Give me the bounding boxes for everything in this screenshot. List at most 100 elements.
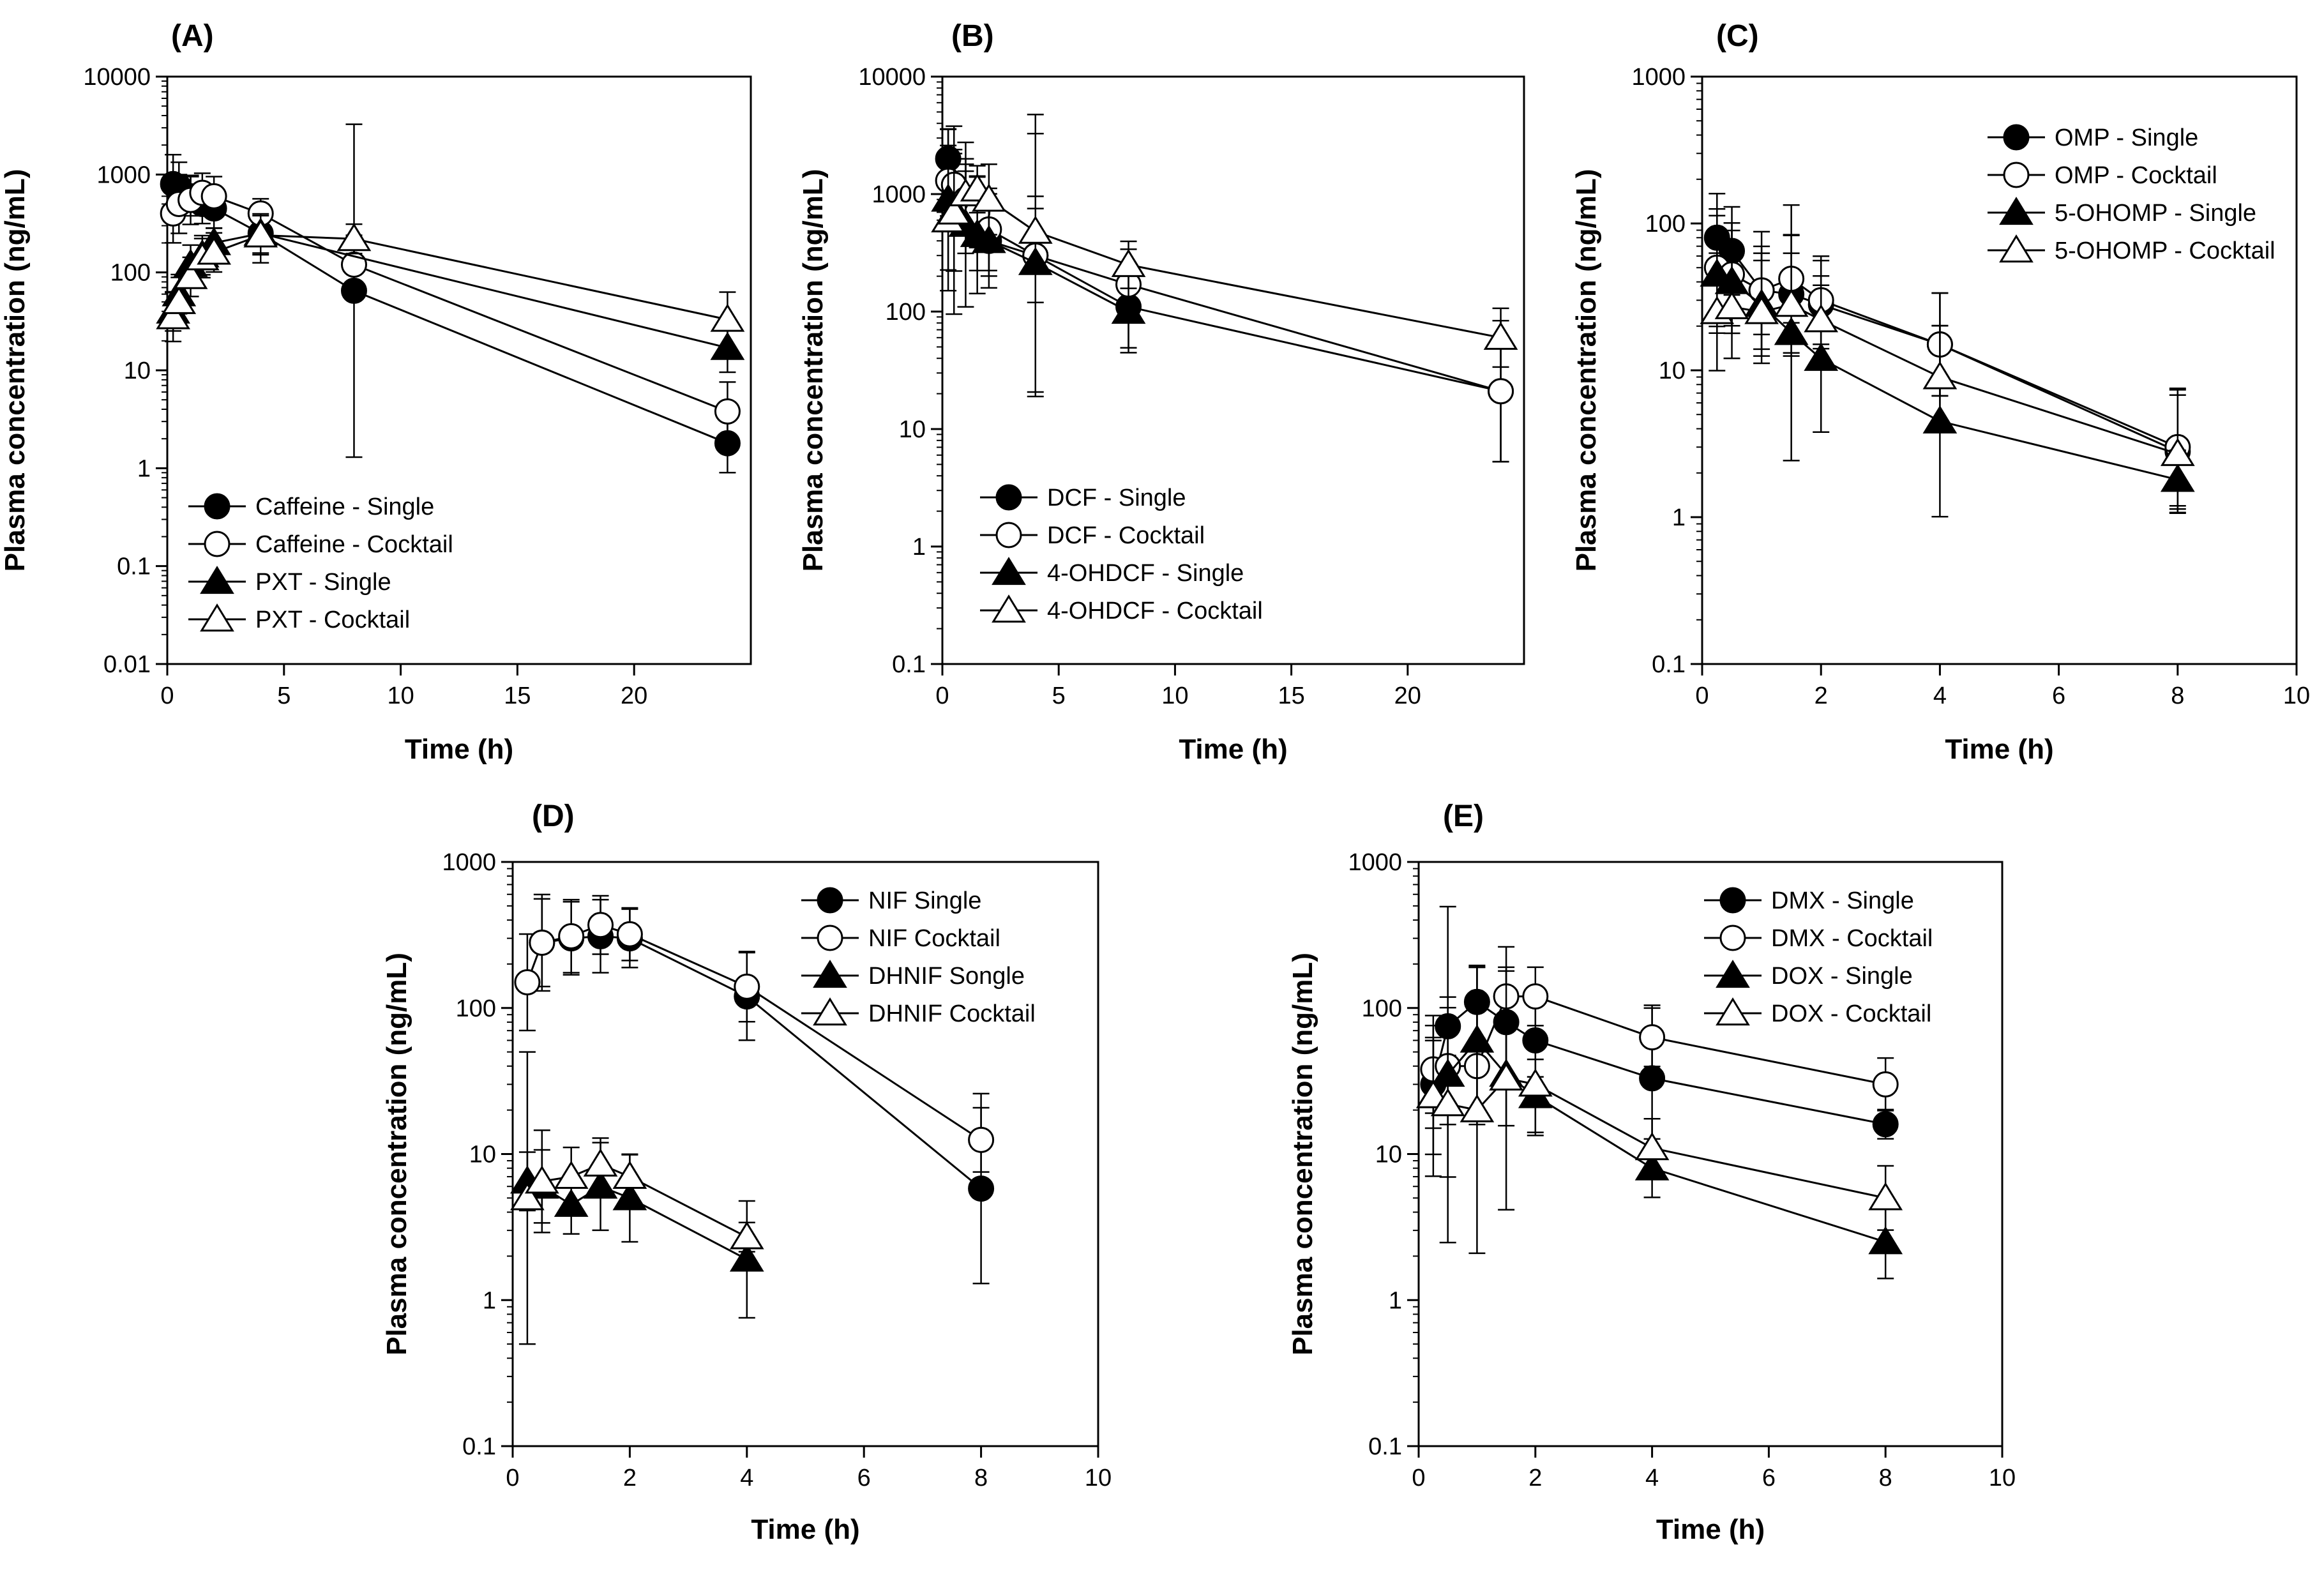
data-point	[972, 225, 1006, 253]
y-tick-label: 10	[469, 1142, 496, 1168]
data-point	[156, 301, 191, 329]
data-point	[1804, 304, 1839, 333]
plot-frame	[941, 75, 1525, 665]
data-point	[968, 1126, 995, 1153]
y-tick-label: 10	[124, 358, 151, 384]
data-point	[1639, 1065, 1666, 1092]
y-tick-label: 10000	[858, 64, 926, 91]
y-axis-title: Plasma concentration (ng/mL)	[381, 953, 412, 1355]
legend-marker	[1716, 960, 1750, 988]
x-tick-label: 0	[1695, 683, 1709, 709]
data-point	[200, 183, 227, 209]
data-point	[558, 923, 585, 949]
x-tick-label: 8	[974, 1465, 988, 1491]
y-tick-label: 100	[456, 995, 496, 1022]
y-tick-label: 100	[1645, 211, 1686, 238]
data-point	[2160, 437, 2195, 466]
x-tick-label: 0	[1412, 1465, 1425, 1491]
data-point	[1489, 1062, 1523, 1091]
data-point	[734, 973, 760, 1000]
y-tick-label: 1	[1389, 1287, 1402, 1314]
panel-label: (E)	[1443, 799, 1484, 833]
data-point	[197, 236, 231, 265]
x-tick-label: 0	[506, 1465, 519, 1491]
legend: DMX - Single DMX - Cocktail DOX - Single DO…	[1704, 887, 1933, 1027]
series-1	[160, 172, 741, 442]
data-point	[583, 1148, 618, 1177]
legend-label: PXT - Single	[255, 569, 391, 596]
data-point	[514, 969, 541, 995]
data-point	[937, 196, 972, 225]
x-tick-label: 15	[504, 683, 531, 709]
legend-label: Caffeine - Cocktail	[255, 531, 453, 558]
data-point	[1868, 1182, 1903, 1211]
panel-c: 0.1 1 10 100 1000 0 2 4 6 8 10 Time (h) Plasma conce…	[1571, 19, 2310, 765]
legend-marker	[2003, 162, 2030, 188]
series-3	[1700, 252, 2195, 514]
x-tick-label: 6	[1762, 1465, 1776, 1491]
legend-marker	[200, 566, 234, 594]
data-point	[1744, 296, 1779, 324]
y-axis-title: Plasma concentration (ng/mL)	[1287, 953, 1318, 1355]
y-tick-label: 1	[912, 534, 926, 561]
y-tick-label: 1000	[871, 181, 926, 208]
legend-marker	[995, 522, 1022, 548]
x-axis-title: Time (h)	[405, 734, 513, 765]
x-axis-title: Time (h)	[1945, 734, 2053, 765]
legend-label: PXT - Cocktail	[255, 607, 410, 633]
x-axis-title: Time (h)	[1656, 1514, 1765, 1545]
x-tick-label: 4	[1933, 683, 1947, 709]
data-point	[510, 1182, 545, 1211]
data-point	[1872, 1111, 1899, 1138]
legend-label: DCF - Cocktail	[1047, 522, 1205, 549]
y-axis-title: Plasma concentration (ng/mL)	[797, 169, 829, 572]
data-point	[1714, 291, 1749, 319]
y-tick-label: 1000	[1348, 849, 1402, 876]
data-point	[1868, 1226, 1903, 1255]
series-1	[514, 893, 995, 1173]
y-tick-label: 100	[110, 260, 151, 287]
data-point	[1634, 1132, 1670, 1161]
legend-marker	[2003, 124, 2030, 151]
data-point	[612, 1161, 647, 1189]
x-tick-label: 20	[1394, 683, 1421, 709]
panel-label: (D)	[532, 799, 575, 833]
legend-marker	[995, 484, 1022, 511]
legend-label: OMP - Single	[2055, 125, 2198, 151]
x-tick-label: 0	[935, 683, 949, 709]
y-tick-label: 0.1	[462, 1433, 496, 1460]
legend-marker	[1719, 887, 1746, 914]
data-point	[616, 921, 643, 947]
legend-label: NIF Single	[868, 887, 981, 914]
data-point	[554, 1161, 589, 1189]
legend-marker	[204, 493, 230, 520]
data-point	[1774, 289, 1809, 317]
y-tick-label: 0.01	[103, 651, 151, 678]
y-axis-title: Plasma concentration (ng/mL)	[0, 169, 31, 572]
legend-label: DOX - Cocktail	[1771, 1000, 1931, 1027]
data-point	[1111, 296, 1146, 324]
data-point	[968, 1175, 995, 1202]
panel-b: 0.1 1 10 100 1000 10000 0 5 10 15 20 Time (h) Plasma…	[797, 19, 1525, 765]
y-tick-label: 100	[886, 299, 926, 326]
series-3	[510, 1051, 764, 1345]
y-tick-label: 10	[899, 416, 926, 443]
data-point	[1522, 983, 1549, 1010]
data-point	[729, 1243, 764, 1272]
legend-marker	[813, 997, 847, 1026]
x-tick-label: 2	[1528, 1465, 1542, 1491]
data-point	[173, 260, 208, 289]
x-axis-title: Time (h)	[751, 1514, 859, 1545]
legend-label: DOX - Single	[1771, 963, 1913, 990]
x-tick-label: 2	[1815, 683, 1828, 709]
legend-marker	[1719, 925, 1746, 951]
legend-label: 5-OHOMP - Single	[2055, 200, 2256, 227]
legend-label: DHNIF Cocktail	[868, 1000, 1036, 1027]
y-tick-label: 10	[1659, 358, 1686, 384]
legend-label: Caffeine - Single	[255, 494, 434, 520]
legend-marker	[992, 594, 1026, 623]
data-point	[1483, 321, 1518, 350]
data-point	[972, 183, 1006, 212]
